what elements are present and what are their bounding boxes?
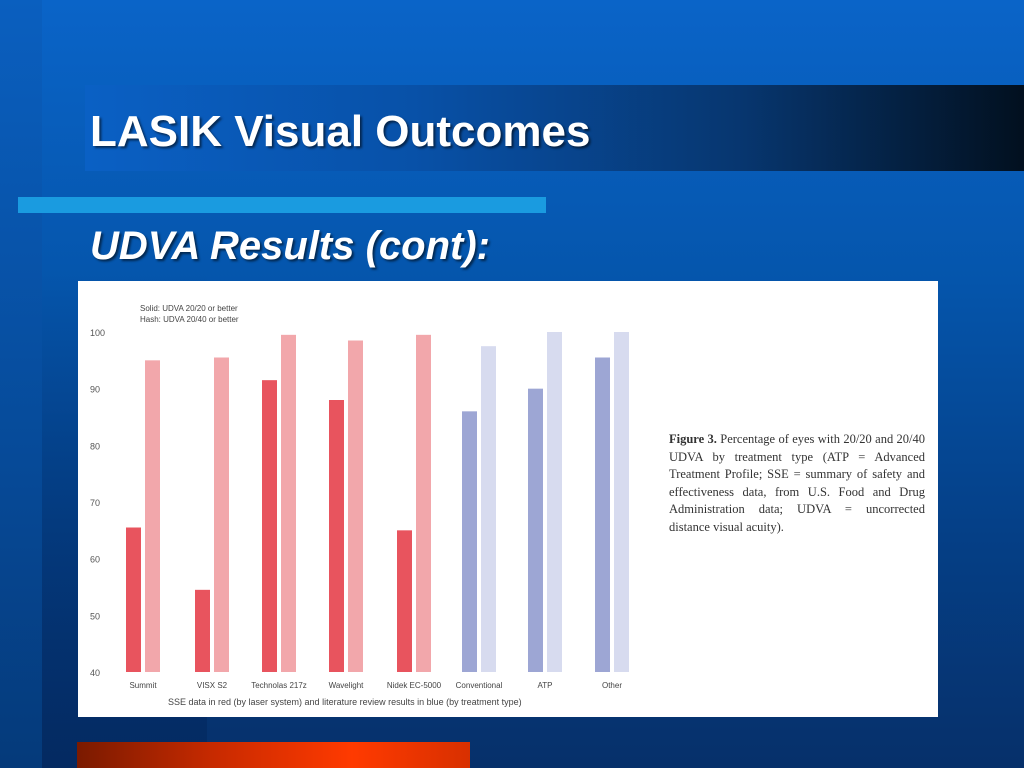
y-tick-label: 90 (90, 385, 100, 395)
bar-hash (481, 346, 496, 672)
caption-body: Percentage of eyes with 20/20 and 20/40 … (669, 432, 926, 534)
x-tick-label: Summit (129, 681, 157, 690)
bar-solid (595, 357, 610, 672)
figure-caption: Figure 3. Percentage of eyes with 20/20 … (669, 431, 925, 536)
title-underline (18, 197, 546, 213)
figure-panel: 40 50 60 70 80 90 100 Solid: UDVA 20/20 or bett… (78, 281, 938, 717)
bar-solid (126, 527, 141, 672)
bar-hash (614, 332, 629, 672)
slide-title: LASIK Visual Outcomes (90, 107, 591, 156)
bar-hash (281, 334, 296, 672)
bar-hash (416, 334, 431, 672)
legend-entry: Solid: UDVA 20/20 or better (140, 304, 238, 313)
bar-solid (528, 388, 543, 672)
x-tick-label: Technolas 217z (251, 681, 307, 690)
x-tick-label: Wavelight (329, 681, 365, 690)
y-tick-label: 40 (90, 668, 100, 678)
slide-subtitle: UDVA Results (cont): (90, 224, 490, 268)
bar-chart: 40 50 60 70 80 90 100 Solid: UDVA 20/20 or bett… (90, 304, 629, 707)
y-tick-label: 50 (90, 611, 100, 621)
y-tick-label: 80 (90, 441, 100, 451)
y-tick-label: 100 (90, 328, 105, 338)
x-tick-label: Conventional (456, 681, 503, 690)
bar-hash (348, 340, 363, 672)
x-tick-label: ATP (538, 681, 553, 690)
caption-lead: Figure 3. (669, 432, 717, 446)
bar-solid (397, 530, 412, 672)
bar-solid (462, 411, 477, 672)
bottom-accent-bar (77, 742, 470, 768)
bar-solid (195, 589, 210, 672)
y-tick-label: 70 (90, 498, 100, 508)
y-tick-label: 60 (90, 555, 100, 565)
chart-footnote: SSE data in red (by laser system) and li… (168, 697, 522, 707)
bar-hash (214, 357, 229, 672)
x-tick-label: VISX S2 (197, 681, 228, 690)
bar-hash (547, 332, 562, 672)
left-decor-panel (0, 0, 42, 768)
bar-solid (329, 400, 344, 672)
x-tick-label: Nidek EC-5000 (387, 681, 442, 690)
legend-entry: Hash: UDVA 20/40 or better (140, 315, 239, 324)
title-band (85, 85, 1024, 171)
bar-solid (262, 380, 277, 672)
x-tick-label: Other (602, 681, 622, 690)
bar-hash (145, 360, 160, 672)
